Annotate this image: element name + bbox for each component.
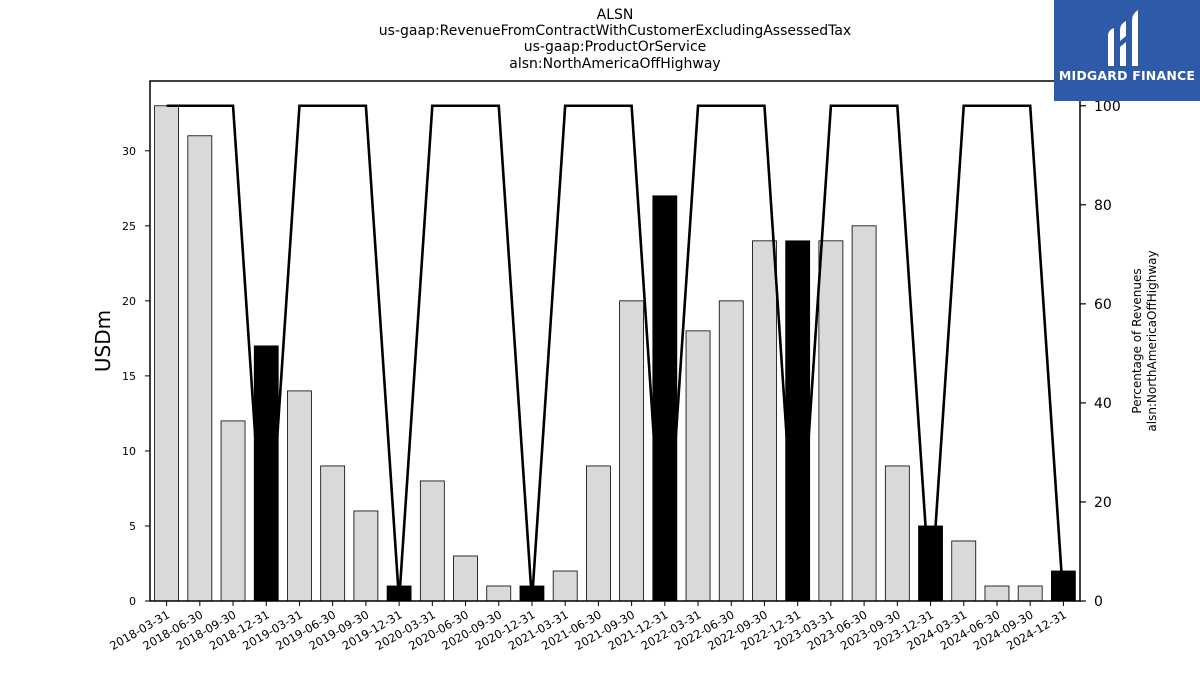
y2-axis-label-line-2: alsn:NorthAmericaOffHighway: [1145, 250, 1159, 431]
chart-subtitle-concept: us-gaap:RevenueFromContractWithCustomerE…: [378, 23, 852, 39]
bar-2020-09-30: [486, 585, 512, 602]
y2-axis-label-line-1: Percentage of Revenues: [1130, 268, 1144, 413]
midgard-finance-logo: MIDGARD FINANCE: [1054, 0, 1200, 101]
y-axis-label: USDm: [91, 310, 115, 372]
bar-2023-06-30: [851, 225, 877, 602]
y2-tick-label-20: 20: [1094, 495, 1112, 511]
y-tick-label-10: 10: [122, 445, 136, 458]
bar-2024-09-30: [1017, 585, 1043, 602]
bar-2021-06-30: [585, 465, 611, 602]
bar-2021-12-31: [652, 195, 678, 602]
y2-tick-label-40: 40: [1094, 396, 1112, 412]
bar-2023-03-31: [818, 240, 844, 602]
y-tick-label-0: 0: [129, 595, 136, 608]
bar-2018-09-30: [220, 420, 246, 602]
y-tick-label-15: 15: [122, 370, 136, 383]
chart-subtitle-axis: us-gaap:ProductOrService: [523, 39, 707, 55]
y-tick-label-5: 5: [129, 520, 136, 533]
bar-2020-03-31: [419, 480, 445, 602]
bar-2019-09-30: [353, 510, 379, 602]
bar-2023-09-30: [884, 465, 910, 602]
plot-frame: [149, 80, 1081, 602]
bar-2020-06-30: [453, 555, 478, 602]
bar-2019-03-31: [287, 390, 312, 602]
chart-title: ALSN: [596, 7, 634, 23]
y2-tick-label-80: 80: [1094, 198, 1112, 214]
bar-2022-09-30: [752, 240, 777, 602]
logo-text: MIDGARD FINANCE: [1058, 68, 1196, 83]
bar-2019-06-30: [320, 465, 346, 602]
bar-2018-03-31: [154, 105, 180, 602]
bar-2022-03-31: [685, 330, 711, 602]
bar-2024-06-30: [984, 585, 1010, 602]
y2-tick-label-100: 100: [1094, 99, 1121, 115]
bar-2021-03-31: [552, 570, 578, 602]
chart-subtitle-member: alsn:NorthAmericaOffHighway: [509, 56, 721, 72]
y2-tick-label-0: 0: [1094, 594, 1103, 610]
y2-tick-label-60: 60: [1094, 297, 1112, 313]
bar-2018-06-30: [187, 135, 213, 602]
logo-mark-icon: [1108, 10, 1138, 66]
bar-2024-03-31: [951, 540, 977, 602]
bar-2022-06-30: [718, 300, 744, 602]
bar-2022-12-31: [785, 240, 811, 602]
percentage-line: [166, 104, 1065, 602]
bar-2021-09-30: [619, 300, 645, 602]
y-tick-label-30: 30: [122, 145, 136, 158]
y-tick-label-25: 25: [122, 220, 136, 233]
y-tick-label-20: 20: [122, 295, 136, 308]
